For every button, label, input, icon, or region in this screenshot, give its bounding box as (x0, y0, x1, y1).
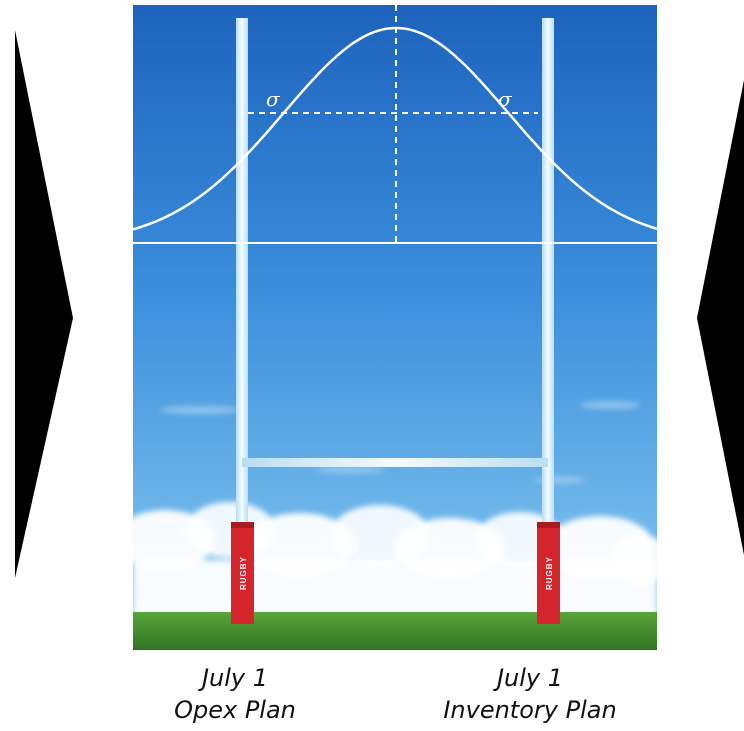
caption-left-title: Opex Plan (174, 696, 296, 724)
left-post-pad: RUGBY (231, 522, 254, 624)
left-arrow-shape (15, 30, 73, 578)
left-pad-text: RUGBY (239, 556, 248, 590)
crossbar (242, 458, 548, 467)
right-pad-text: RUGBY (545, 556, 554, 590)
right-post-pad: RUGBY (537, 522, 560, 624)
right-goal-post (542, 18, 554, 598)
sigma-right-label: σ (498, 87, 513, 111)
cloud-bank (115, 502, 670, 620)
goalpost-photo: RUGBY RUGBY (115, 5, 670, 650)
right-arrow-shape (697, 80, 744, 555)
caption-right-date: July 1 (496, 664, 564, 692)
caption-opex-plan: July 1 Opex Plan (125, 662, 345, 726)
grass-strip (133, 612, 657, 650)
caption-right-title: Inventory Plan (443, 696, 617, 724)
bell-curve (132, 26, 658, 231)
left-goal-post (236, 18, 248, 598)
sigma-left-label: σ (266, 87, 281, 111)
caption-inventory-plan: July 1 Inventory Plan (420, 662, 640, 726)
normal-distribution-overlay: σ σ (132, 5, 658, 244)
caption-left-date: July 1 (201, 664, 269, 692)
